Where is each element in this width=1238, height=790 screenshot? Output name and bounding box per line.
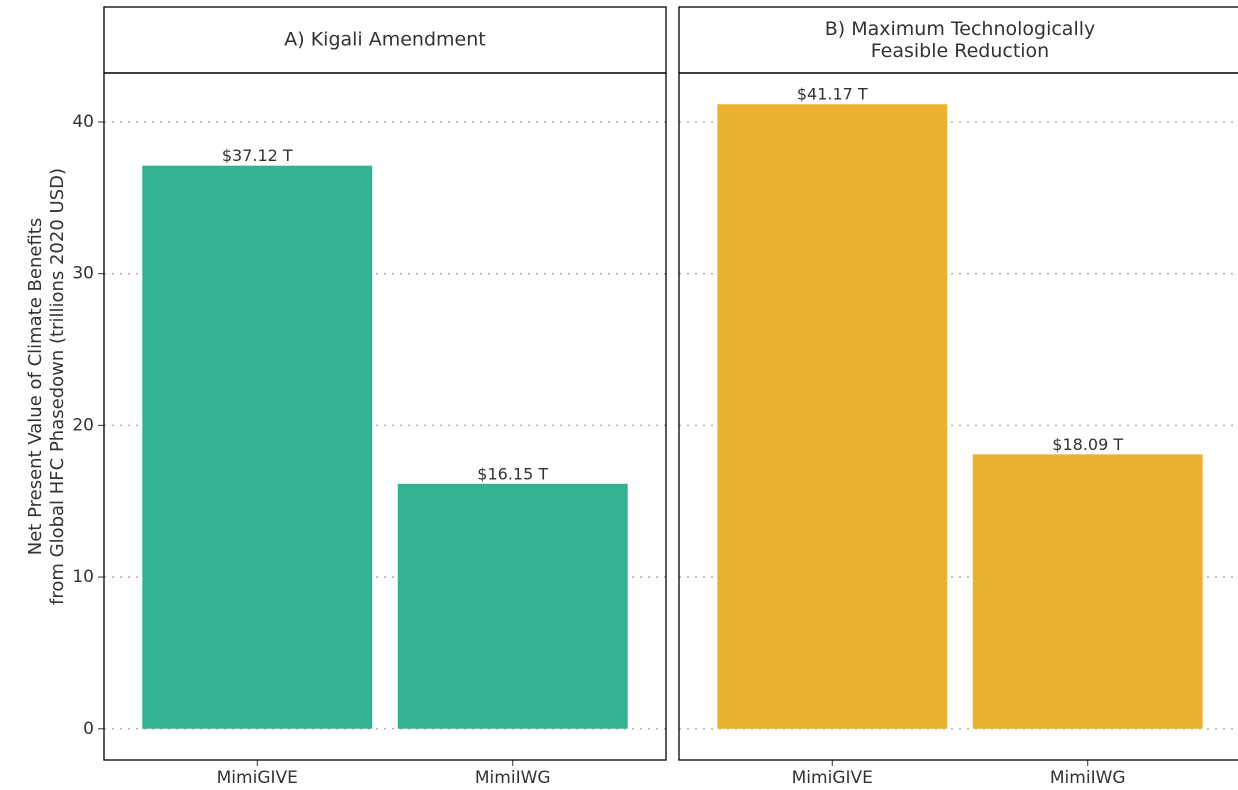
x-tick-label: MimiIWG — [475, 768, 551, 788]
y-tick-label: 30 — [72, 264, 94, 284]
bar — [142, 165, 373, 729]
value-label: $16.15 T — [477, 464, 548, 483]
panel-border — [678, 72, 1238, 761]
facet-title: A) Kigali Amendment — [284, 29, 485, 51]
bar — [717, 104, 948, 729]
y-tick-label: 10 — [72, 567, 94, 587]
panel-border — [103, 72, 667, 761]
y-tick-label: 40 — [72, 112, 94, 132]
y-tick-label: 0 — [83, 719, 94, 739]
strip — [678, 6, 1238, 74]
x-tick-label: MimiGIVE — [217, 768, 298, 788]
bar — [397, 483, 628, 729]
value-label: $41.17 T — [797, 85, 868, 104]
y-axis-title: Net Present Value of Climate Benefitsfro… — [25, 168, 68, 605]
x-tick-label: MimiIWG — [1050, 768, 1126, 788]
value-label: $37.12 T — [222, 146, 293, 165]
x-tick-label: MimiGIVE — [792, 768, 873, 788]
bar — [972, 454, 1203, 729]
y-tick-label: 20 — [72, 415, 94, 435]
value-label: $18.09 T — [1052, 435, 1123, 454]
strip — [103, 6, 667, 74]
facet-title: B) Maximum Technologically Feasible Reduc… — [825, 18, 1096, 62]
